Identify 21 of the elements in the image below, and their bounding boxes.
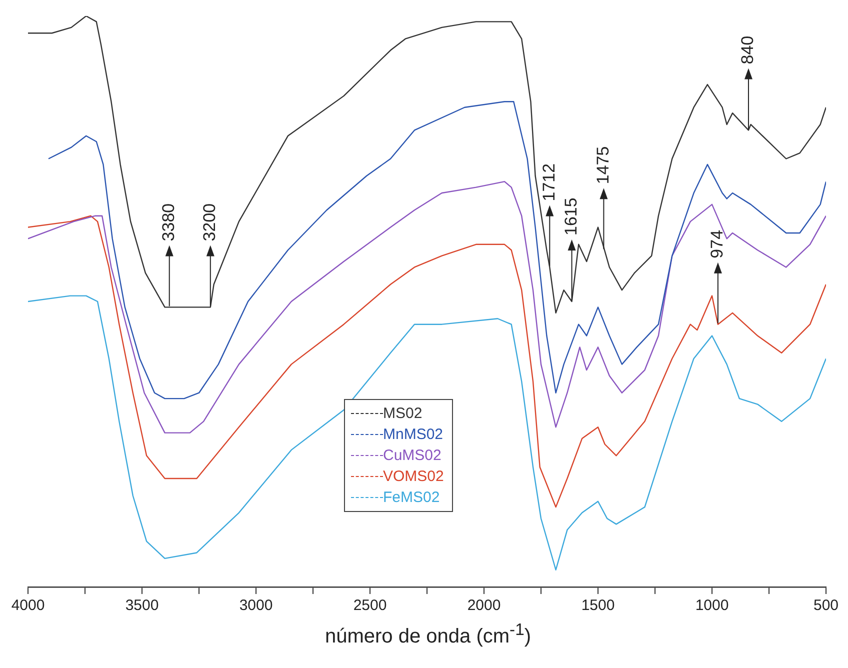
legend-label: MnMS02 [383,426,444,444]
x-axis-title: número de onda (cm$^{-1}$) [324,620,532,649]
x-tick-label: 3500 [125,597,159,614]
x-tick-label: 2000 [467,597,501,614]
annotation: 3380 [159,203,178,242]
annotation: 3200 [200,203,220,242]
x-tick-label: 500 [813,597,839,614]
legend-label: CuMS02 [383,447,442,464]
annotation: 1615 [561,198,580,236]
annotation: 1712 [539,163,558,202]
x-tick-label: 2500 [353,597,387,614]
annotation: 974 [708,230,727,258]
legend-label: VOMS02 [383,468,444,486]
legend-label: FeMS02 [383,489,440,506]
x-tick-label: 3000 [239,597,273,614]
x-tick-label: 4000 [11,597,45,614]
legend-label: MS02 [383,405,422,422]
x-tick-label: 1000 [695,597,729,614]
annotation: 840 [738,36,758,64]
annotation: 1475 [593,146,612,184]
x-tick-label: 1500 [581,597,615,614]
